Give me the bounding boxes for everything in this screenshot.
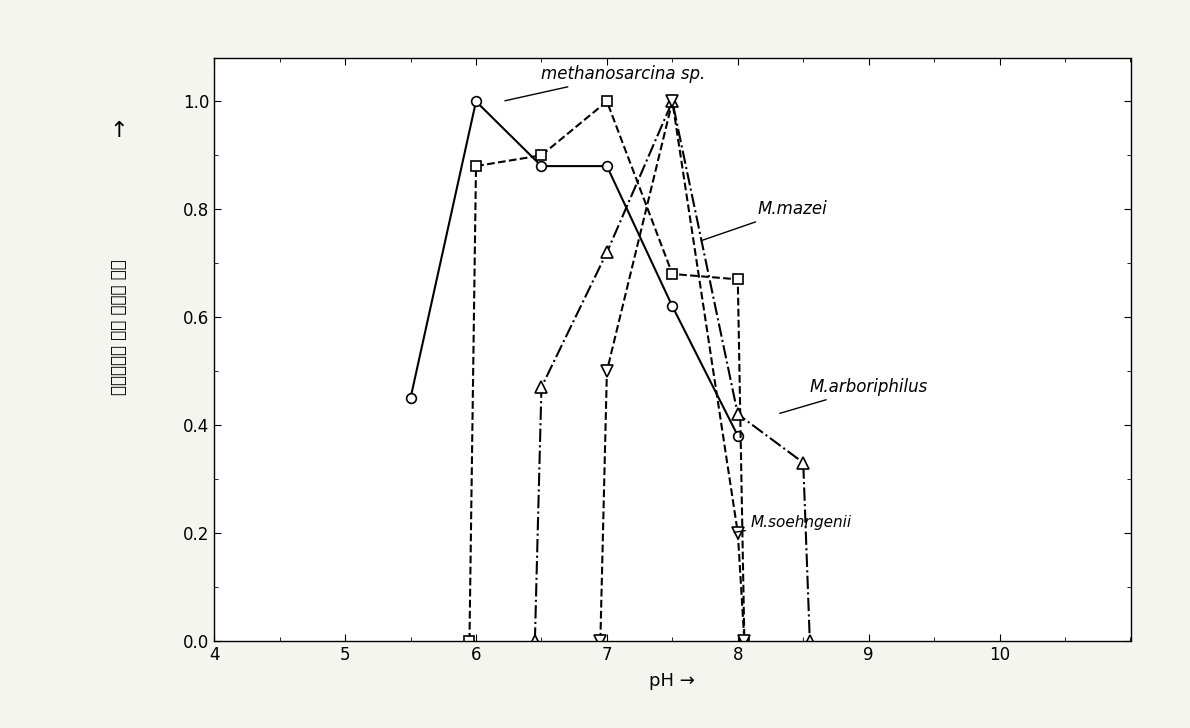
Text: M.arboriphilus: M.arboriphilus xyxy=(779,378,928,414)
Text: ↑: ↑ xyxy=(109,121,129,141)
Text: M.mazei: M.mazei xyxy=(701,200,827,241)
Text: 메탄생성에 대한 상대적 활성: 메탄생성에 대한 상대적 활성 xyxy=(109,260,129,395)
X-axis label: pH →: pH → xyxy=(650,672,695,690)
Text: M.soehngenii: M.soehngenii xyxy=(734,515,852,532)
Text: methanosarcina sp.: methanosarcina sp. xyxy=(505,66,706,100)
